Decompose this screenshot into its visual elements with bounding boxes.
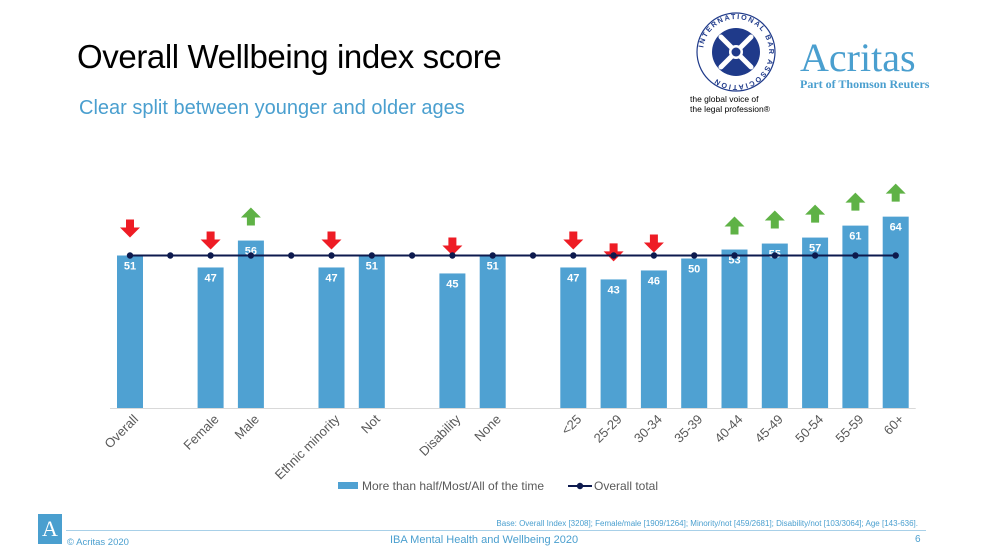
up-arrow-icon — [805, 204, 826, 223]
x-tick-label: 60+ — [881, 412, 907, 438]
x-tick-label: Overall — [101, 411, 141, 451]
overall-total-marker — [247, 252, 255, 259]
x-tick-label: 30-34 — [631, 412, 665, 446]
bar-45-49 — [761, 243, 788, 408]
x-tick-label: Male — [231, 412, 262, 443]
bar-30-34 — [640, 270, 667, 408]
down-arrow-icon — [321, 231, 342, 250]
data-label: 51 — [487, 261, 499, 273]
data-label: 61 — [849, 231, 861, 243]
overall-total-marker — [167, 252, 174, 259]
overall-total-marker — [126, 252, 134, 259]
down-arrow-icon — [200, 231, 221, 250]
overall-total-marker — [610, 252, 617, 259]
footer-title: IBA Mental Health and Wellbeing 2020 — [390, 534, 579, 546]
legend-label-bar: More than half/Most/All of the time — [362, 479, 544, 493]
data-label: 51 — [366, 261, 378, 273]
up-arrow-icon — [764, 210, 785, 229]
down-arrow-icon — [643, 234, 664, 253]
page-title: Overall Wellbeing index score — [77, 38, 502, 75]
acritas-logo-sub: Part of Thomson Reuters — [800, 77, 930, 91]
x-tick-label: Ethnic minority — [272, 411, 343, 482]
x-tick-label: Disability — [416, 411, 464, 459]
legend-label-line: Overall total — [594, 479, 658, 493]
iba-logo: INTERNATIONAL BAR ASSOCIATION the global… — [690, 12, 780, 116]
up-arrow-icon — [885, 183, 906, 202]
legend-swatch-bar — [338, 482, 358, 489]
bar-60+ — [882, 216, 909, 408]
page-number: 6 — [915, 534, 921, 545]
data-label: 43 — [607, 284, 619, 296]
data-label: 45 — [446, 278, 458, 290]
x-tick-label: 25-29 — [591, 412, 625, 446]
overall-total-marker — [650, 252, 658, 259]
iba-tagline: the global voice of the legal profession… — [690, 94, 770, 114]
bar-Female — [197, 267, 224, 408]
page-subtitle: Clear split between younger and older ag… — [79, 97, 465, 119]
x-tick-label: 45-49 — [752, 412, 786, 446]
overall-total-marker — [288, 252, 295, 259]
bar-50-54 — [802, 237, 829, 408]
data-label: 47 — [204, 272, 216, 284]
overall-total-marker — [892, 252, 899, 259]
overall-total-marker — [529, 252, 537, 259]
acritas-logo-name: Acritas — [800, 35, 916, 80]
data-label: 51 — [124, 261, 136, 273]
down-arrow-icon — [442, 237, 463, 256]
overall-total-marker — [771, 252, 778, 259]
bar-Disability — [439, 273, 466, 408]
x-tick-label: 40-44 — [712, 412, 746, 446]
data-label: 47 — [325, 272, 337, 284]
overall-total-marker — [449, 252, 456, 259]
bar-Overall — [117, 255, 143, 408]
data-label: 64 — [890, 222, 903, 234]
copyright: © Acritas 2020 — [67, 537, 129, 548]
data-label: 53 — [728, 255, 740, 267]
acritas-logo: Acritas Part of Thomson Reuters — [800, 38, 929, 92]
footer-divider — [66, 530, 926, 531]
base-note: Base: Overall Index [3208]; Female/male … — [496, 519, 918, 528]
overall-total-marker — [368, 252, 375, 259]
overall-total-marker — [731, 252, 738, 259]
overall-total-marker — [489, 252, 496, 259]
x-tick-label: None — [471, 412, 504, 445]
overall-total-marker — [328, 252, 335, 259]
overall-total-marker — [408, 252, 416, 259]
iba-emblem-icon: INTERNATIONAL BAR ASSOCIATION — [696, 12, 776, 92]
legend-swatch-marker — [576, 482, 584, 490]
data-label: 57 — [809, 243, 821, 255]
down-arrow-icon — [120, 219, 140, 238]
bar-35-39 — [681, 258, 708, 408]
overall-total-marker — [570, 252, 577, 259]
bar-Ethnic minority — [318, 267, 345, 408]
data-label: 47 — [567, 272, 579, 284]
up-arrow-icon — [845, 192, 866, 211]
up-arrow-icon — [240, 207, 261, 226]
down-arrow-icon — [563, 231, 584, 250]
bar-Not — [358, 255, 385, 408]
bar-Male — [237, 240, 264, 408]
bar-<25 — [560, 267, 587, 408]
x-tick-label: 55-59 — [832, 412, 866, 446]
bar-40-44 — [721, 249, 748, 408]
overall-total-marker — [691, 252, 698, 259]
x-tick-label: 35-39 — [671, 412, 705, 446]
overall-total-marker — [207, 252, 214, 259]
x-tick-label: Not — [358, 411, 383, 436]
overall-total-marker — [852, 252, 859, 259]
x-tick-label: <25 — [558, 412, 584, 438]
data-label: 50 — [688, 264, 700, 276]
up-arrow-icon — [724, 216, 745, 235]
x-tick-label: 50-54 — [792, 412, 826, 446]
acritas-footer-logo: A — [38, 514, 62, 544]
overall-total-marker — [811, 252, 819, 259]
x-tick-label: Female — [180, 412, 221, 453]
bar-None — [479, 255, 506, 408]
bar-25-29 — [600, 279, 627, 408]
data-label: 46 — [648, 275, 660, 287]
